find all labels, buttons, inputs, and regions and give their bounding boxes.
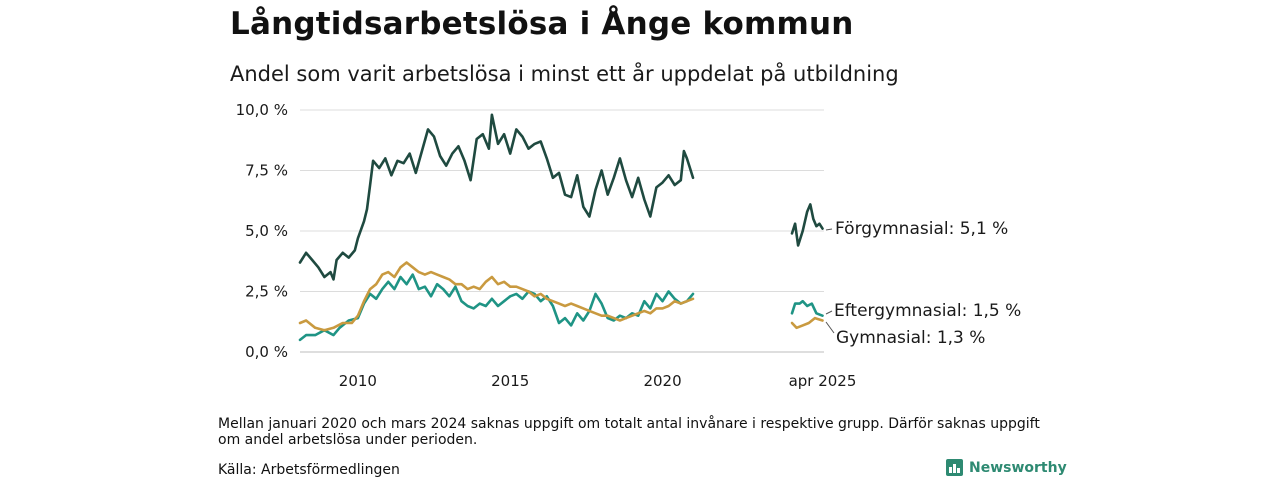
source-text: Källa: Arbetsförmedlingen [218, 462, 400, 478]
label-leader-line [825, 310, 833, 315]
series-line [298, 113, 695, 281]
series-end-label: Eftergymnasial: 1,5 % [834, 301, 1021, 321]
series-line [298, 261, 695, 332]
chart-note: Mellan januari 2020 och mars 2024 saknas… [218, 416, 1040, 448]
x-tick-label: 2015 [491, 372, 529, 390]
series-line [298, 273, 695, 342]
series-line [790, 316, 824, 330]
brand-name: Newsworthy [969, 459, 1067, 476]
x-tick-label: apr 2025 [789, 372, 857, 390]
newsworthy-logo-icon [946, 459, 963, 476]
series-line [790, 203, 824, 247]
x-tick-label: 2020 [643, 372, 681, 390]
y-tick-label: 10,0 % [236, 101, 288, 119]
y-tick-label: 0,0 % [245, 343, 288, 361]
chart-title: Långtidsarbetslösa i Ånge kommun [230, 6, 854, 42]
y-tick-label: 5,0 % [245, 222, 288, 240]
series-end-label: Förgymnasial: 5,1 % [835, 219, 1008, 239]
label-leader-line [825, 321, 835, 334]
y-tick-label: 2,5 % [245, 283, 288, 301]
series-line [790, 299, 824, 317]
y-tick-label: 7,5 % [245, 162, 288, 180]
series-end-label: Gymnasial: 1,3 % [836, 328, 985, 348]
newsworthy-brand: Newsworthy [946, 459, 1067, 476]
x-tick-label: 2010 [339, 372, 377, 390]
chart-subtitle: Andel som varit arbetslösa i minst ett å… [230, 62, 899, 86]
label-leader-line [825, 228, 833, 231]
